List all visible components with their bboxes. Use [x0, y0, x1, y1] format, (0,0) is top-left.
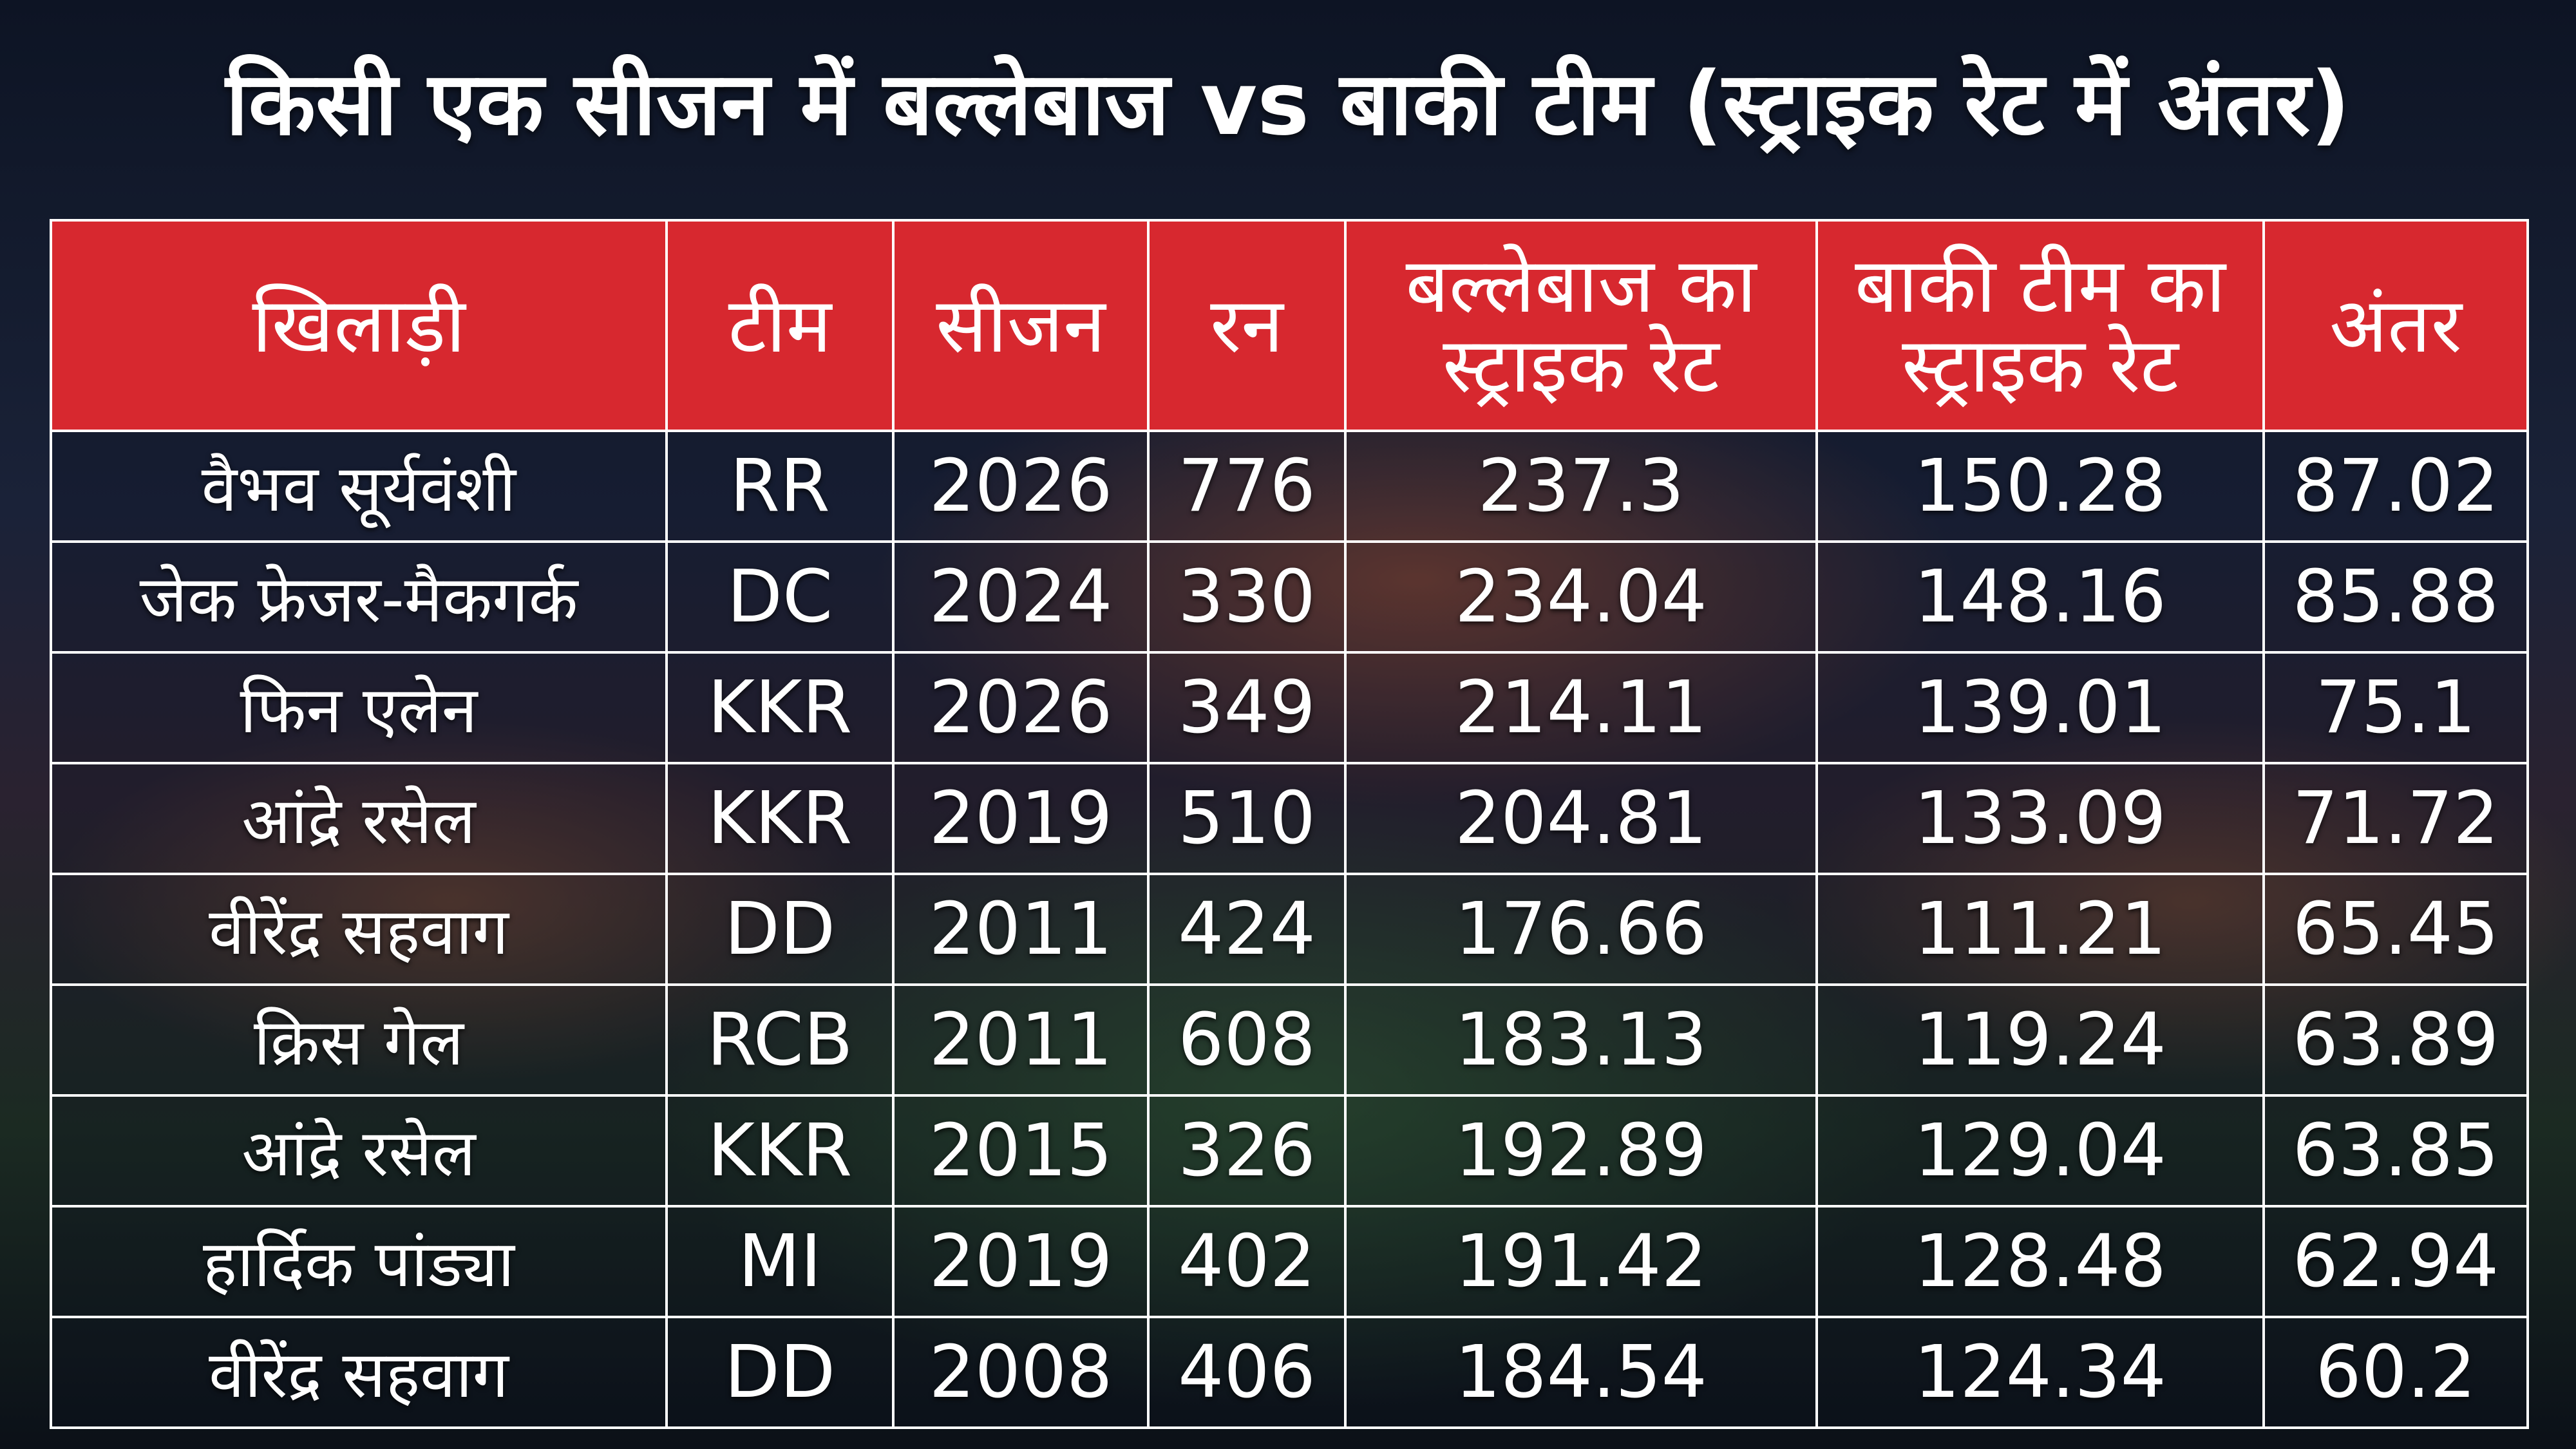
player-cell: वैभव सूर्यवंशी	[50, 430, 668, 543]
cell: DC	[665, 540, 895, 654]
header-cell: सीजन	[892, 219, 1150, 432]
player-cell: फिन एलेन	[50, 651, 668, 764]
cell: 129.04	[1815, 1094, 2265, 1208]
cell: 2026	[892, 651, 1150, 764]
cell: 65.45	[2262, 873, 2529, 986]
row: आंद्रे रसेल KKR 2015 326 192.89 129.04 63.85	[50, 1094, 2529, 1208]
header-row: खिलाड़ी टीम सीजन रन बल्लेबाज का स्ट्राइक रेट…	[50, 219, 2529, 432]
cell: MI	[665, 1205, 895, 1318]
cell: 2024	[892, 540, 1150, 654]
cell: 75.1	[2262, 651, 2529, 764]
header-cell: बल्लेबाज का स्ट्राइक रेट	[1344, 219, 1818, 432]
cell: 2019	[892, 1205, 1150, 1318]
player-cell: वीरेंद्र सहवाग	[50, 1316, 668, 1429]
cell: 234.04	[1344, 540, 1818, 654]
cell: 424	[1147, 873, 1347, 986]
cell: 87.02	[2262, 430, 2529, 543]
row: हार्दिक पांड्या MI 2019 402 191.42 128.48 62.9…	[50, 1205, 2529, 1318]
cell: RCB	[665, 983, 895, 1097]
cell: 2011	[892, 873, 1150, 986]
cell: 184.54	[1344, 1316, 1818, 1429]
cell: 402	[1147, 1205, 1347, 1318]
row: आंद्रे रसेल KKR 2019 510 204.81 133.09 71.72	[50, 762, 2529, 875]
cell: 119.24	[1815, 983, 2265, 1097]
row: क्रिस गेल RCB 2011 608 183.13 119.24 63.89	[50, 983, 2529, 1097]
cell: 2019	[892, 762, 1150, 875]
row: जेक फ्रेजर-मैकगर्क DC 2024 330 234.04 148.16 8…	[50, 540, 2529, 654]
row: फिन एलेन KKR 2026 349 214.11 139.01 75.1	[50, 651, 2529, 764]
cell: 204.81	[1344, 762, 1818, 875]
cell: 60.2	[2262, 1316, 2529, 1429]
cell: DD	[665, 873, 895, 986]
cell: 192.89	[1344, 1094, 1818, 1208]
player-cell: जेक फ्रेजर-मैकगर्क	[50, 540, 668, 654]
cell: 191.42	[1344, 1205, 1818, 1318]
cell: 150.28	[1815, 430, 2265, 543]
cell: 148.16	[1815, 540, 2265, 654]
cell: KKR	[665, 1094, 895, 1208]
cell: KKR	[665, 651, 895, 764]
header-cell: रन	[1147, 219, 1347, 432]
cell: 111.21	[1815, 873, 2265, 986]
cell: 406	[1147, 1316, 1347, 1429]
cell: 183.13	[1344, 983, 1818, 1097]
cell: 63.89	[2262, 983, 2529, 1097]
cell: 2026	[892, 430, 1150, 543]
cell: 176.66	[1344, 873, 1818, 986]
player-cell: वीरेंद्र सहवाग	[50, 873, 668, 986]
player-cell: हार्दिक पांड्या	[50, 1205, 668, 1318]
cell: 85.88	[2262, 540, 2529, 654]
cell: 2015	[892, 1094, 1150, 1208]
cell: KKR	[665, 762, 895, 875]
cell: 2011	[892, 983, 1150, 1097]
row: वीरेंद्र सहवाग DD 2008 406 184.54 124.34 60.2	[50, 1316, 2529, 1429]
header-cell: खिलाड़ी	[50, 219, 668, 432]
cell: RR	[665, 430, 895, 543]
table-body: वैभव सूर्यवंशी RR 2026 776 237.3 150.28 87.02 ज…	[50, 430, 2529, 1429]
cell: 349	[1147, 651, 1347, 764]
title: किसी एक सीजन में बल्लेबाज vs बाकी टीम (स…	[225, 53, 2351, 155]
cell: 2008	[892, 1316, 1150, 1429]
cell: 608	[1147, 983, 1347, 1097]
table: खिलाड़ी टीम सीजन रन बल्लेबाज का स्ट्राइक रेट…	[50, 219, 2529, 1429]
cell: 330	[1147, 540, 1347, 654]
cell: 214.11	[1344, 651, 1818, 764]
cell: DD	[665, 1316, 895, 1429]
cell: 237.3	[1344, 430, 1818, 543]
cell: 124.34	[1815, 1316, 2265, 1429]
cell: 63.85	[2262, 1094, 2529, 1208]
cell: 139.01	[1815, 651, 2265, 764]
header-cell: अंतर	[2262, 219, 2529, 432]
row: वीरेंद्र सहवाग DD 2011 424 176.66 111.21 65.45	[50, 873, 2529, 986]
row: वैभव सूर्यवंशी RR 2026 776 237.3 150.28 87.02	[50, 430, 2529, 543]
cell: 776	[1147, 430, 1347, 543]
cell: 133.09	[1815, 762, 2265, 875]
player-cell: आंद्रे रसेल	[50, 1094, 668, 1208]
player-cell: क्रिस गेल	[50, 983, 668, 1097]
cell: 326	[1147, 1094, 1347, 1208]
cell: 510	[1147, 762, 1347, 875]
cell: 71.72	[2262, 762, 2529, 875]
header-cell: टीम	[665, 219, 895, 432]
header-cell: बाकी टीम का स्ट्राइक रेट	[1815, 219, 2265, 432]
cell: 62.94	[2262, 1205, 2529, 1318]
cell: 128.48	[1815, 1205, 2265, 1318]
player-cell: आंद्रे रसेल	[50, 762, 668, 875]
